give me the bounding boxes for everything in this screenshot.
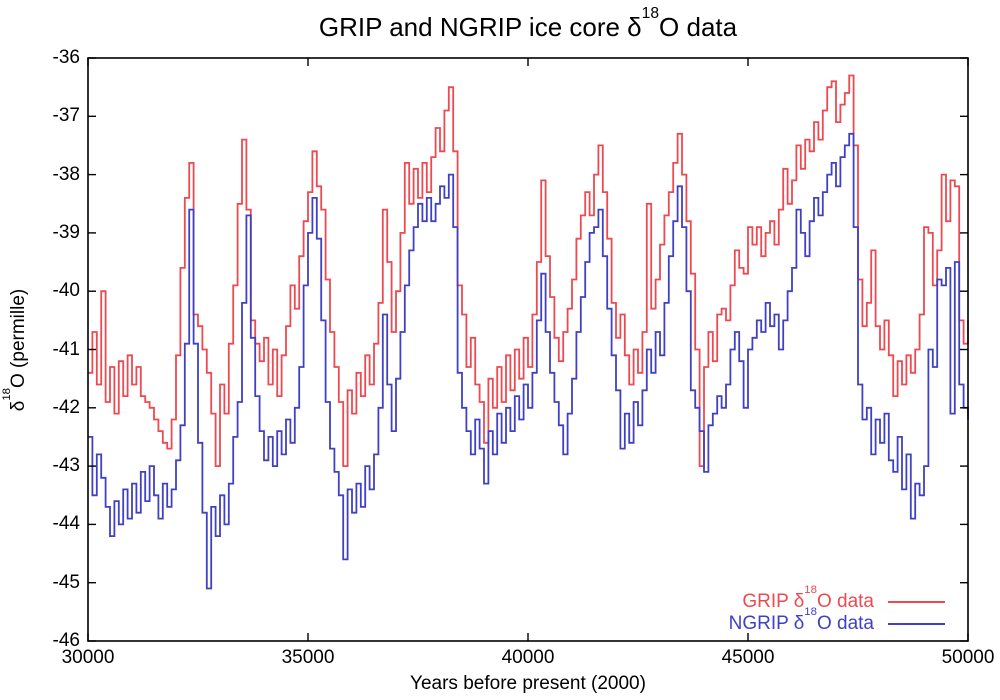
y-tick-label: -41 — [52, 338, 80, 360]
y-tick-label: -39 — [52, 221, 80, 243]
chart-title-text: GRIP and NGRIP ice core δ — [318, 12, 642, 42]
legend-label-grip: GRIP δ18O data — [742, 585, 874, 613]
y-tick-label: -45 — [52, 571, 80, 593]
legend-label-ngrip: NGRIP δ18O data — [728, 607, 874, 635]
y-tick-label: -40 — [52, 280, 80, 302]
legend-label-ngrip-text: NGRIP δ — [728, 613, 805, 634]
x-tick-label: 35000 — [281, 647, 335, 668]
legend-entry-ngrip: NGRIP δ18O data — [728, 607, 945, 635]
legend-label-grip-text: GRIP δ — [742, 591, 805, 612]
chart-title: GRIP and NGRIP ice core δ18O data — [88, 5, 968, 43]
legend-label-grip-suffix: O data — [816, 591, 874, 612]
ngrip-series-line — [88, 132, 969, 590]
y-axis-label-superscript: 18 — [1, 388, 14, 401]
x-tick-label: 40000 — [501, 647, 555, 668]
y-tick-label: -36 — [52, 47, 80, 68]
y-tick-label: -37 — [52, 105, 80, 127]
x-tick-label: 45000 — [721, 647, 775, 668]
legend-entry-grip: GRIP δ18O data — [742, 585, 945, 613]
y-tick-label: -42 — [52, 396, 80, 418]
chart-title-suffix: O data — [659, 12, 738, 42]
x-tick-label: 30000 — [61, 647, 115, 668]
legend-label-ngrip-suffix: O data — [816, 613, 874, 634]
legend-label-ngrip-superscript: 18 — [804, 606, 817, 619]
legend-line-sample-ngrip — [888, 623, 945, 625]
y-tick-label: -44 — [52, 513, 80, 535]
x-tick-label: 50000 — [941, 647, 995, 668]
y-tick-label: -46 — [52, 630, 80, 651]
y-tick-label: -43 — [52, 455, 80, 477]
x-axis-label: Years before present (2000) — [410, 673, 646, 694]
grip-series-line — [88, 74, 969, 467]
chart-title-superscript: 18 — [641, 4, 660, 22]
legend-line-sample-grip — [888, 601, 945, 603]
y-tick-label: -38 — [52, 163, 80, 185]
legend-label-grip-superscript: 18 — [804, 584, 817, 597]
